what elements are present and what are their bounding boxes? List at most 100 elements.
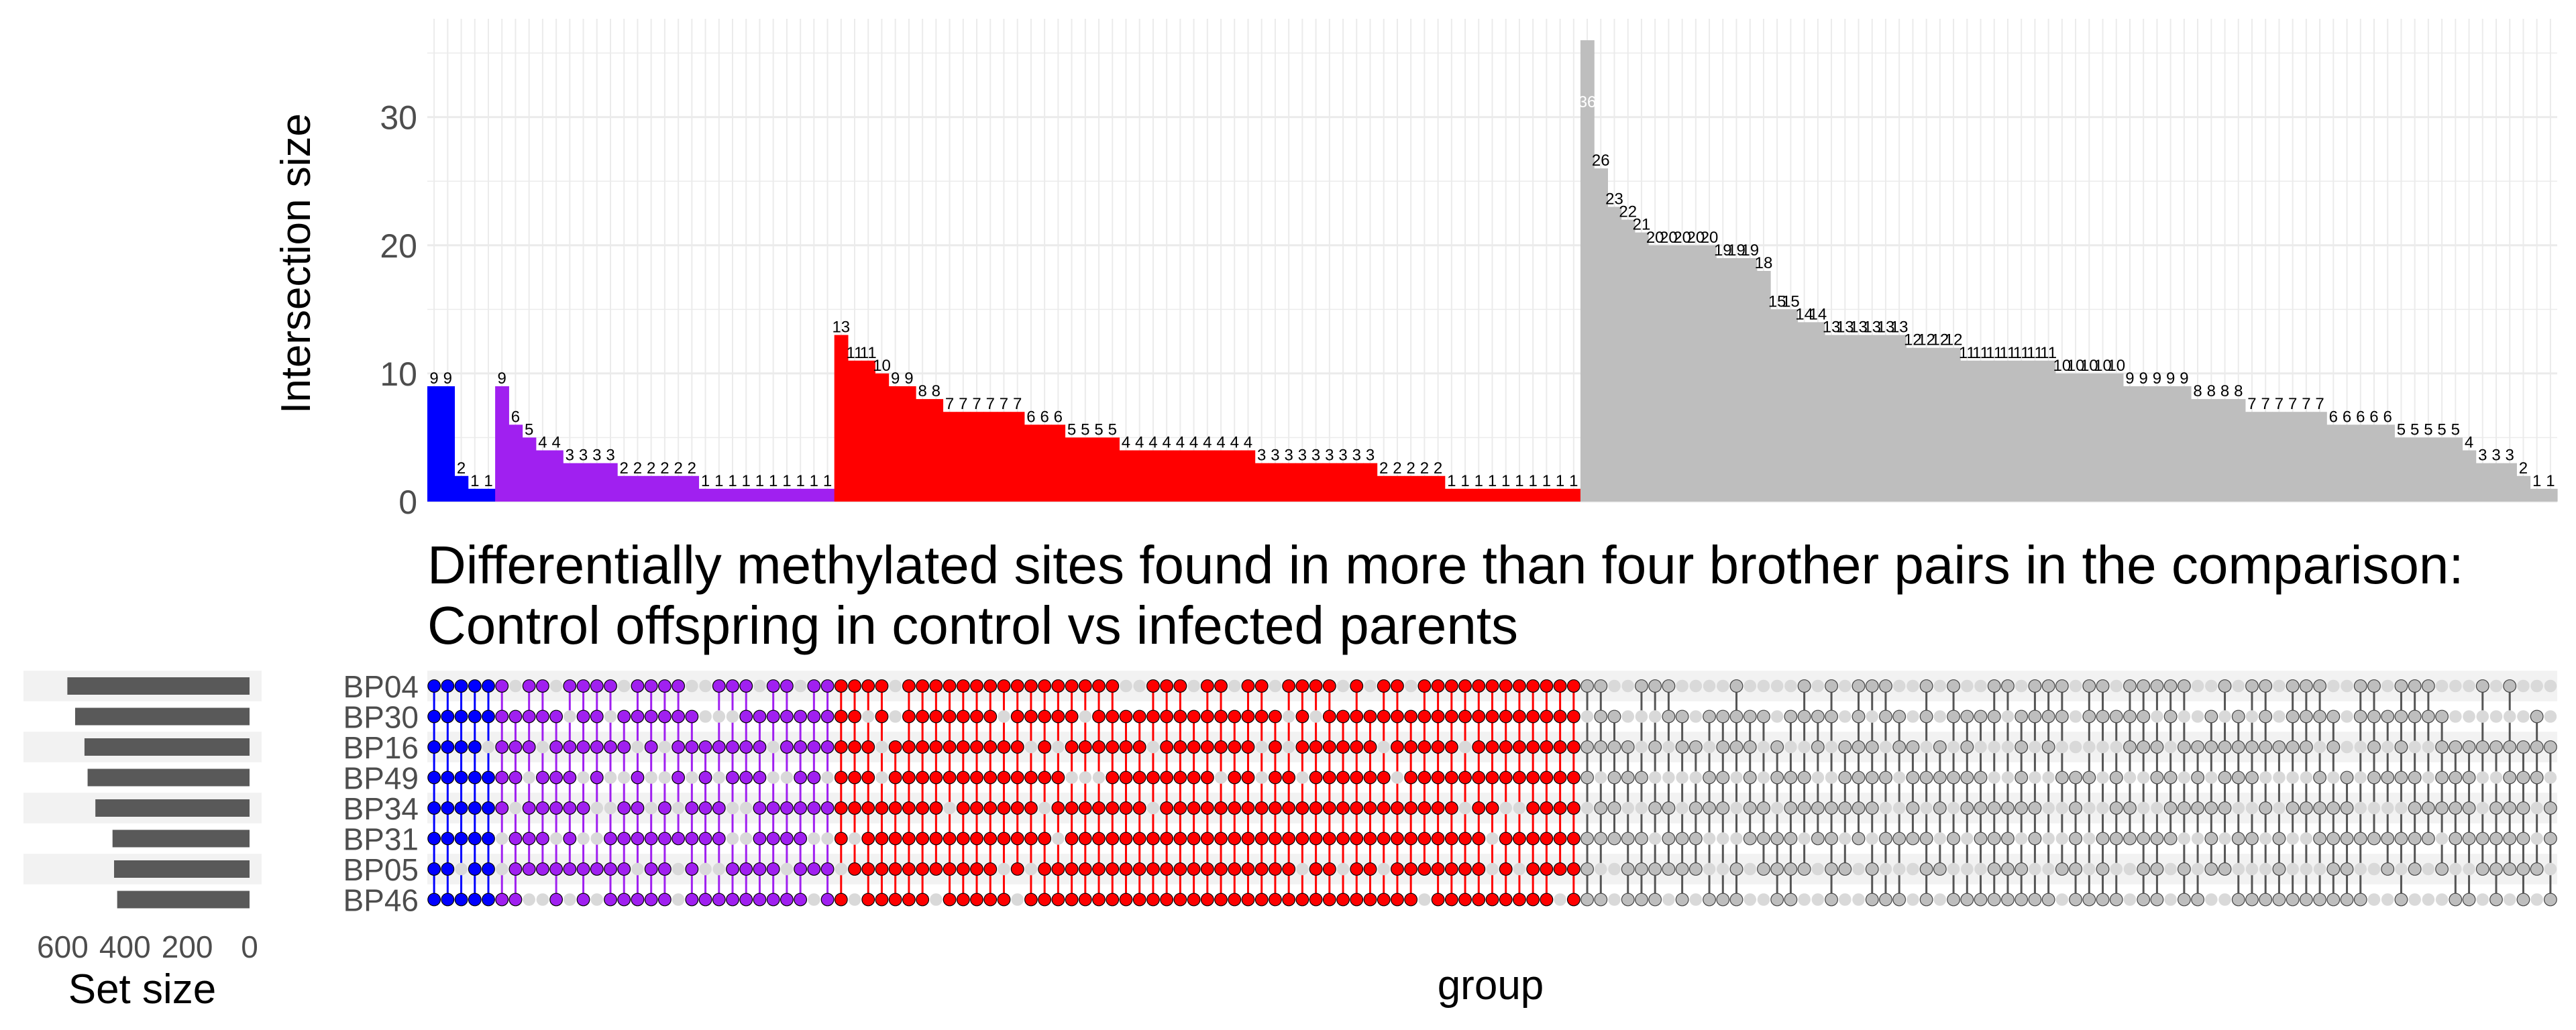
y-tick-label: 20	[380, 227, 417, 265]
membership-dot-off	[1377, 862, 1391, 876]
membership-dot-on	[888, 862, 902, 876]
membership-dot-on	[997, 740, 1011, 754]
membership-dot-off	[1974, 740, 1987, 754]
membership-dot-on	[495, 770, 509, 785]
membership-dot-off	[2530, 679, 2543, 693]
membership-dot-on	[1743, 801, 1757, 815]
membership-dot-on	[1160, 893, 1174, 907]
membership-dot-off	[2096, 801, 2109, 815]
membership-dot-on	[563, 679, 577, 693]
membership-dot-on	[848, 709, 861, 724]
membership-dot-on	[441, 862, 455, 876]
membership-dot-on	[943, 893, 957, 907]
membership-dot-on	[2313, 679, 2327, 693]
membership-dot-on	[1635, 893, 1648, 907]
membership-dot-off	[2069, 710, 2082, 723]
intersection-bar	[698, 488, 713, 502]
intersection-bar	[2312, 412, 2327, 502]
membership-dot-on	[2055, 679, 2069, 693]
membership-dot-off	[1784, 740, 1797, 754]
membership-dot-off	[2110, 862, 2123, 876]
intersection-bar	[454, 475, 469, 502]
membership-dot-on	[1350, 770, 1364, 785]
bar-value-label: 15	[1768, 292, 1786, 310]
membership-dot-off	[726, 832, 739, 845]
membership-dot-on	[1553, 801, 1567, 815]
membership-dot-on	[698, 770, 712, 785]
membership-dot-on	[1879, 893, 1892, 907]
membership-dot-on	[427, 832, 441, 846]
membership-dot-on	[2462, 770, 2476, 785]
membership-dot-off	[2151, 710, 2163, 723]
intersection-bar	[617, 475, 631, 502]
membership-dot-on	[1444, 801, 1458, 815]
membership-dot-on	[2231, 709, 2245, 724]
membership-dot-on	[1933, 770, 1947, 785]
membership-dot-on	[1729, 862, 1743, 876]
membership-dot-on	[2353, 709, 2367, 724]
membership-dot-on	[766, 862, 780, 876]
membership-dot-on	[2150, 893, 2164, 907]
intersection-bar	[1607, 207, 1622, 502]
membership-dot-off	[577, 771, 590, 784]
intersection-bar	[1906, 347, 1921, 502]
membership-dot-on	[1825, 709, 1838, 724]
membership-dot-on	[1160, 832, 1174, 846]
membership-dot-on	[1566, 893, 1580, 907]
membership-dot-on	[875, 893, 889, 907]
intersection-bar	[1363, 463, 1378, 502]
intersection-bar	[468, 488, 482, 502]
bar-value-label: 2	[1420, 459, 1429, 477]
membership-dot-off	[617, 679, 631, 693]
membership-dot-off	[1282, 710, 1295, 723]
membership-dot-off	[2123, 893, 2137, 906]
membership-dot-on	[1865, 679, 1879, 693]
membership-dot-on	[1024, 709, 1038, 724]
membership-dot-off	[2232, 862, 2245, 876]
membership-dot-on	[1431, 770, 1445, 785]
membership-dot-on	[1675, 832, 1689, 846]
membership-dot-on	[1974, 832, 1988, 846]
membership-dot-off	[794, 679, 807, 693]
bar-value-label: 13	[1823, 319, 1841, 337]
membership-dot-on	[2462, 740, 2476, 754]
membership-dot-on	[1322, 740, 1336, 754]
membership-dot-off	[1689, 893, 1703, 906]
membership-dot-on	[685, 862, 699, 876]
membership-dot-on	[1594, 832, 1608, 846]
membership-dot-on	[1119, 709, 1133, 724]
membership-dot-on	[2150, 740, 2164, 754]
membership-dot-on	[1974, 893, 1988, 907]
membership-dot-on	[1974, 770, 1988, 785]
membership-dot-on	[1146, 893, 1160, 907]
bar-value-label: 8	[2207, 382, 2216, 400]
membership-dot-off	[617, 771, 631, 784]
membership-dot-off	[1770, 710, 1784, 723]
membership-dot-on	[943, 740, 957, 754]
membership-dot-on	[712, 893, 726, 907]
bar-value-label: 5	[2451, 420, 2460, 439]
bar-value-label: 20	[1701, 229, 1719, 247]
intersection-bar	[1065, 437, 1079, 502]
membership-dot-on	[1187, 893, 1201, 907]
membership-dot-on	[1580, 679, 1594, 693]
membership-dot-on	[1173, 770, 1187, 785]
membership-dot-on	[1919, 679, 1933, 693]
membership-dot-off	[2544, 679, 2557, 693]
membership-dot-on	[739, 709, 753, 724]
membership-dot-off	[2463, 679, 2475, 693]
membership-dot-on	[1458, 679, 1472, 693]
membership-dot-on	[2543, 801, 2557, 815]
set-size-bar	[84, 738, 250, 756]
membership-dot-off	[2205, 679, 2218, 693]
membership-dot-off	[536, 740, 549, 754]
membership-dot-on	[590, 679, 604, 693]
membership-dot-on	[2001, 801, 2015, 815]
bar-value-label: 4	[1148, 434, 1157, 452]
intersection-bar	[1811, 322, 1825, 502]
membership-dot-on	[956, 709, 970, 724]
membership-dot-on	[2163, 709, 2178, 724]
set-size-bar	[114, 860, 250, 878]
membership-dot-on	[1146, 862, 1160, 876]
membership-dot-on	[522, 679, 536, 693]
